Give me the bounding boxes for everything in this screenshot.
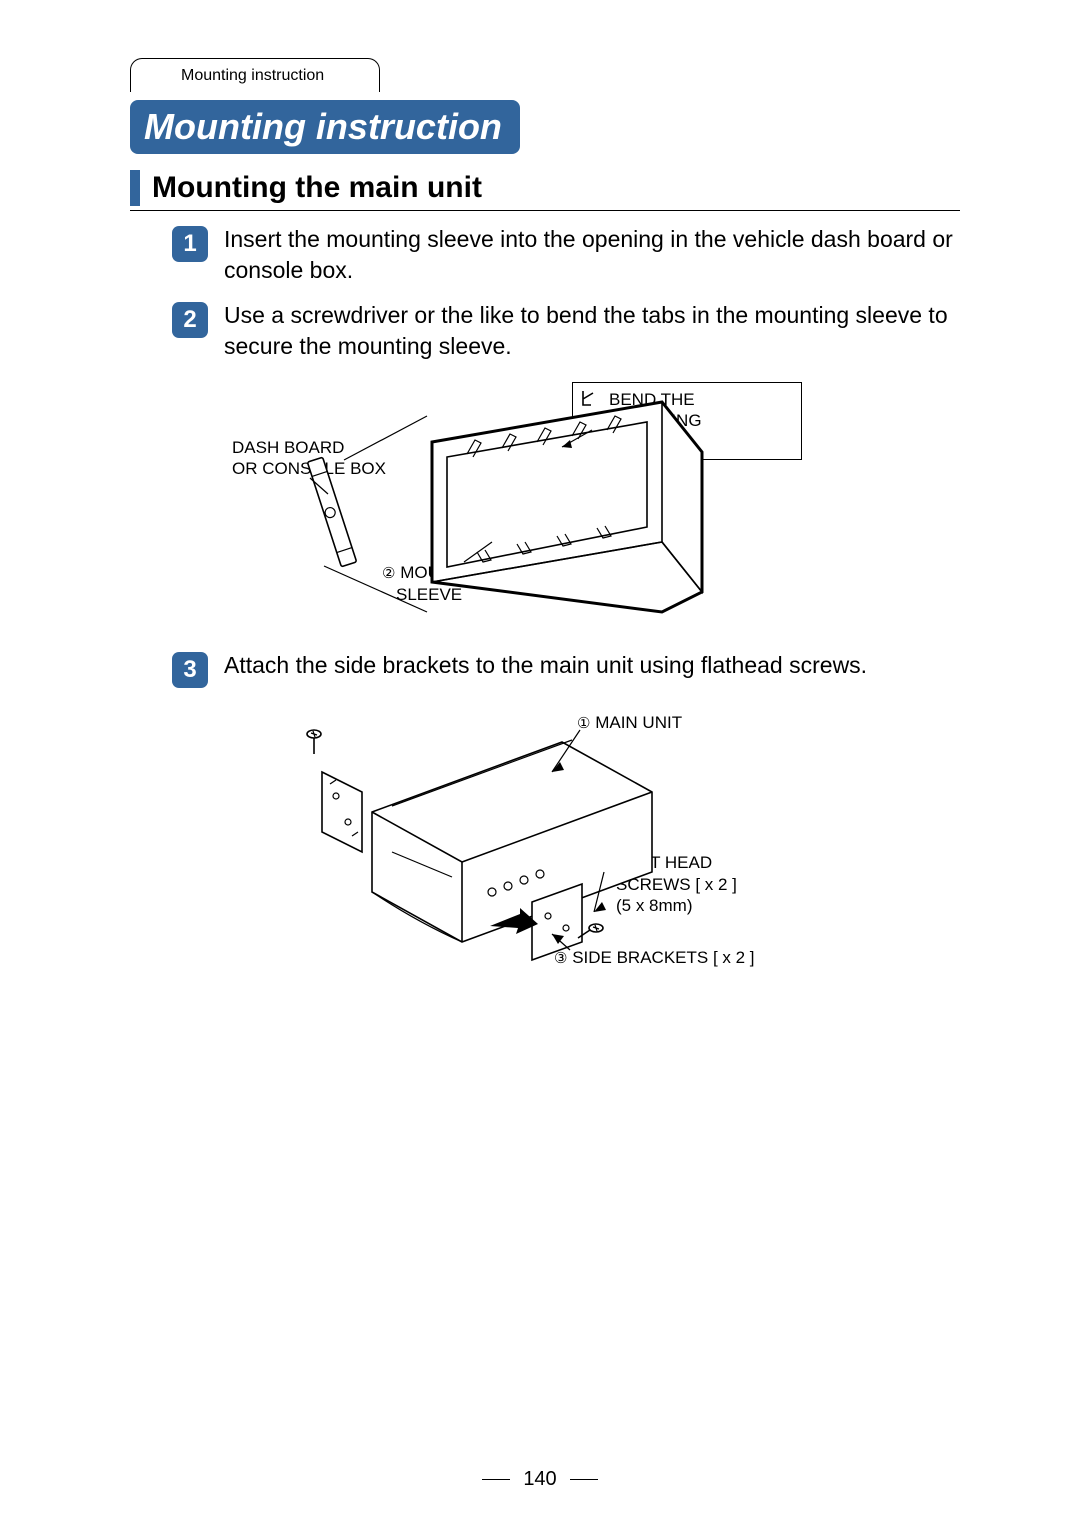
page-number: 140 bbox=[0, 1468, 1080, 1491]
header-tab: Mounting instruction bbox=[130, 58, 380, 92]
page-title: Mounting instruction bbox=[144, 106, 502, 147]
diagram-sleeve-svg bbox=[232, 382, 832, 622]
header-tab-label: Mounting instruction bbox=[181, 67, 324, 85]
step-3: 3 Attach the side brackets to the main u… bbox=[172, 650, 960, 688]
manual-page: Mounting instruction Mounting instructio… bbox=[0, 0, 1080, 1533]
diagram-brackets-svg bbox=[232, 702, 832, 1002]
section-heading-row: Mounting the main unit bbox=[130, 170, 960, 211]
diagram-sleeve: DASH BOARD OR CONSOLE BOX ② MOUNTING SLE… bbox=[232, 382, 960, 622]
section-heading-accent bbox=[130, 170, 140, 206]
step-text: Attach the side brackets to the main uni… bbox=[224, 650, 867, 681]
step-text: Insert the mounting sleeve into the open… bbox=[224, 224, 960, 286]
step-badge: 3 bbox=[172, 652, 208, 688]
step-1: 1 Insert the mounting sleeve into the op… bbox=[172, 224, 960, 286]
step-text: Use a screwdriver or the like to bend th… bbox=[224, 300, 960, 362]
step-badge: 2 bbox=[172, 302, 208, 338]
steps-container: 1 Insert the mounting sleeve into the op… bbox=[172, 224, 960, 1030]
step-badge: 1 bbox=[172, 226, 208, 262]
step-2: 2 Use a screwdriver or the like to bend … bbox=[172, 300, 960, 362]
section-heading: Mounting the main unit bbox=[152, 171, 482, 205]
page-title-banner: Mounting instruction bbox=[130, 100, 520, 154]
diagram-brackets: ① MAIN UNIT ⑨ FLAT HEAD SCREWS [ x 2 ] (… bbox=[232, 702, 960, 1002]
